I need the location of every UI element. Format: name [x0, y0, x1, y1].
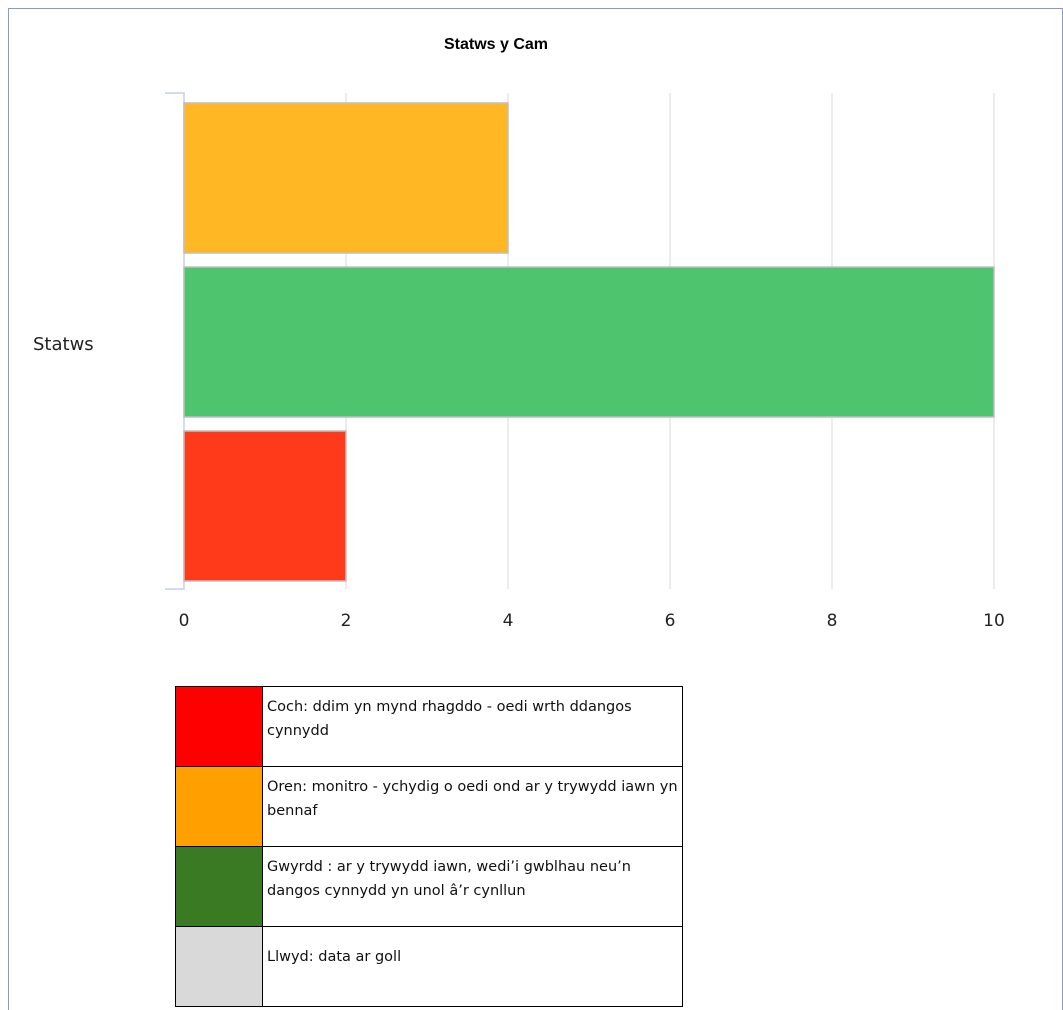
legend-swatch [175, 926, 263, 1007]
legend-swatch [175, 766, 263, 847]
legend-row: Gwyrdd : ar y trywydd iawn, wedi’i gwblh… [175, 846, 683, 927]
legend-swatch [175, 686, 263, 767]
bar-0 [183, 102, 509, 254]
category-axis-line [165, 92, 185, 590]
x-tick-label-0: 0 [179, 611, 190, 631]
legend-text: Llwyd: data ar goll [262, 926, 683, 1007]
legend-text: Oren: monitro - ychydig o oedi ond ar y … [262, 766, 683, 847]
category-label: Statws [33, 334, 94, 355]
bar-2 [183, 430, 347, 582]
x-tick-label-8: 8 [827, 611, 838, 631]
bar-1 [183, 266, 995, 418]
x-tick-label-4: 4 [503, 611, 514, 631]
x-tick-label-10: 10 [983, 611, 1005, 631]
bar-chart: 0 2 4 6 8 10 Statws [33, 92, 1005, 631]
legend-row: Coch: ddim yn mynd rhagddo - oedi wrth d… [175, 686, 683, 767]
chart-title: Statws y Cam [443, 36, 549, 53]
legend-swatch [175, 846, 263, 927]
x-tick-label-2: 2 [341, 611, 352, 631]
x-tick-label-6: 6 [665, 611, 676, 631]
legend-row: Llwyd: data ar goll [175, 926, 683, 1007]
legend-row: Oren: monitro - ychydig o oedi ond ar y … [175, 766, 683, 847]
legend-text: Gwyrdd : ar y trywydd iawn, wedi’i gwblh… [262, 846, 683, 927]
status-legend-table: Coch: ddim yn mynd rhagddo - oedi wrth d… [175, 686, 683, 1007]
legend-text: Coch: ddim yn mynd rhagddo - oedi wrth d… [262, 686, 683, 767]
